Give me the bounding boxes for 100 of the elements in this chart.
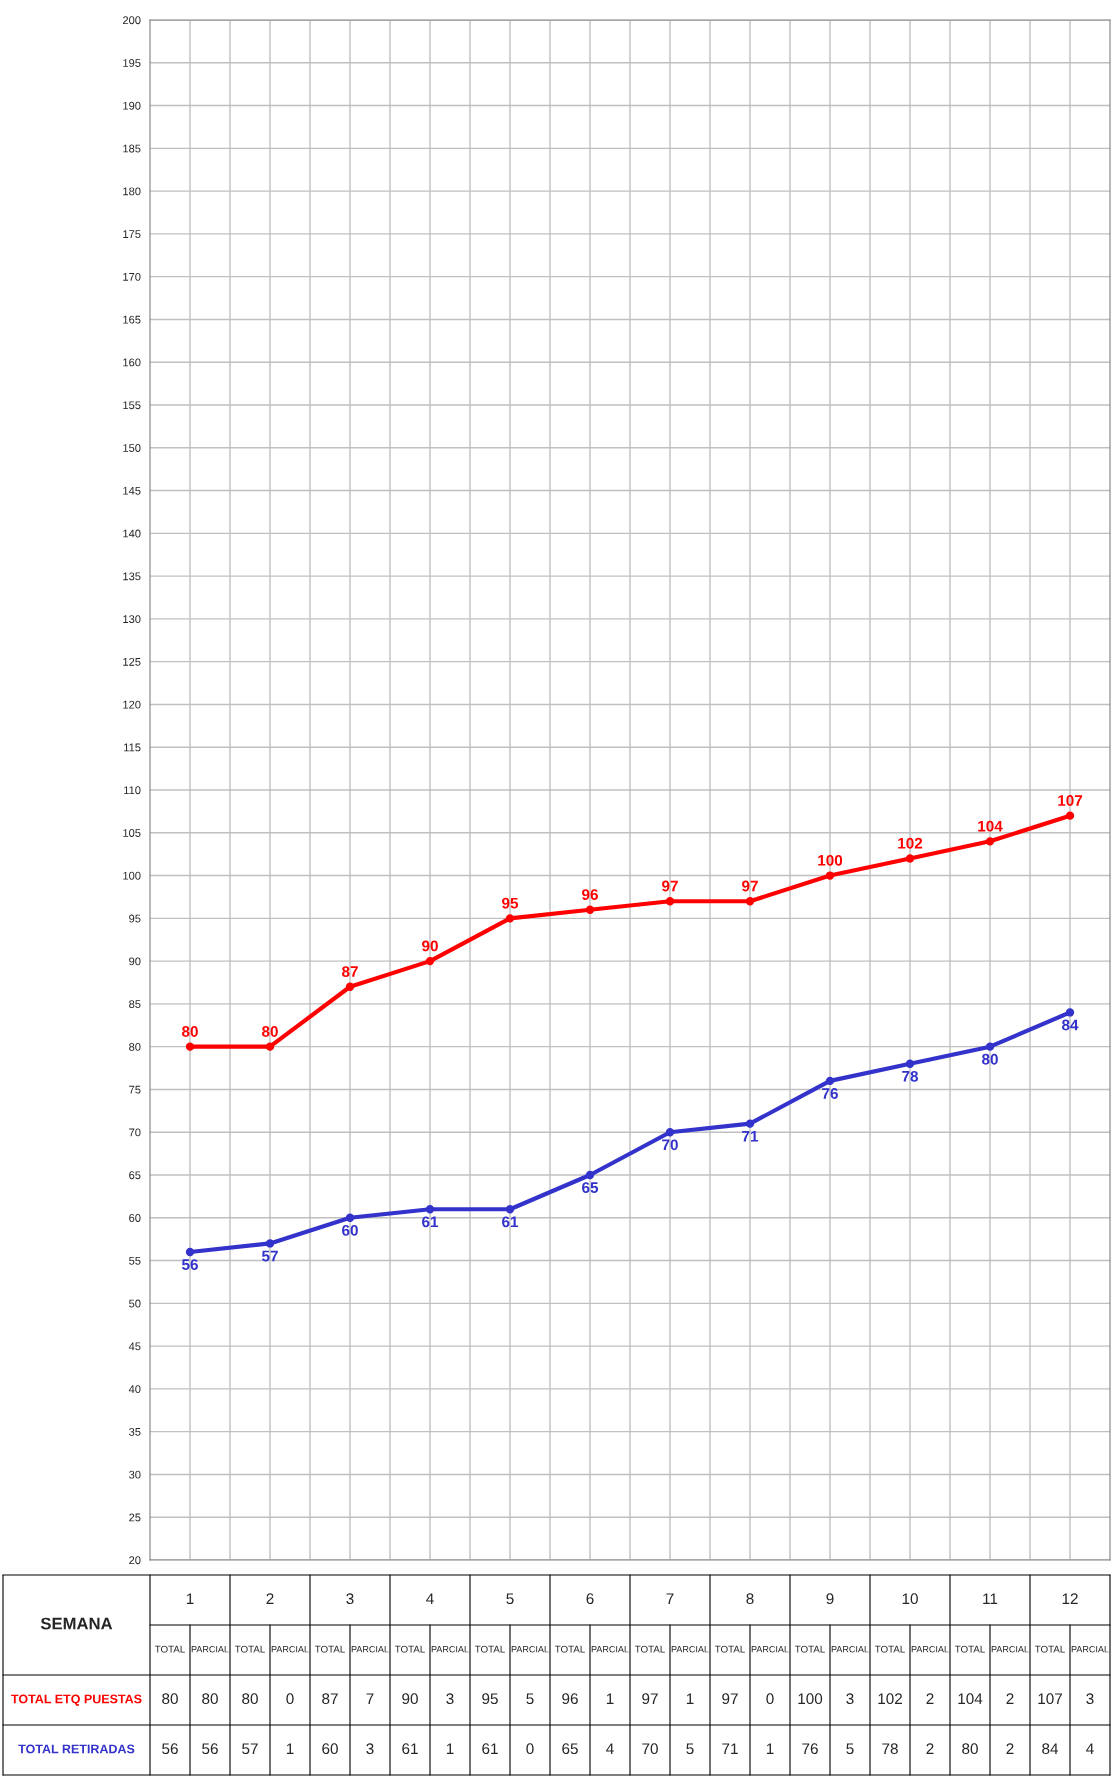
text: 2: [926, 1693, 934, 1704]
point: [905, 1059, 915, 1068]
x-tick-label: 9: [826, 1593, 834, 1605]
x-tick-label: 2: [266, 1593, 274, 1604]
text: TOTAL: [155, 1645, 185, 1653]
text: 2: [1006, 1743, 1014, 1754]
y-tick-label: 155: [123, 401, 141, 410]
data-label: 97: [642, 1693, 658, 1705]
text: TOTAL: [315, 1645, 345, 1653]
text: TOTAL ETQ PUESTAS: [11, 1694, 142, 1706]
text: PARCIAL: [591, 1646, 629, 1653]
annotation: 84: [1061, 1019, 1079, 1031]
point: [825, 871, 835, 880]
y-tick-label: 125: [123, 657, 141, 666]
annotation: 102: [898, 837, 923, 849]
data-label: 96: [562, 1693, 578, 1705]
text: PARCIAL: [351, 1646, 389, 1653]
text: PARCIAL: [671, 1646, 709, 1653]
text: TOTAL: [715, 1645, 745, 1653]
point: [425, 1205, 435, 1214]
text: 56: [202, 1743, 218, 1755]
y-tick-label: 180: [123, 187, 141, 196]
point: [745, 897, 755, 906]
text: TOTAL: [1035, 1645, 1065, 1653]
data-label: 80: [242, 1693, 258, 1705]
text: 3: [846, 1693, 854, 1705]
data-label: 80: [162, 1693, 178, 1705]
y-tick-label: 190: [123, 101, 141, 110]
annotation: 76: [822, 1088, 838, 1099]
y-tick-label: 25: [129, 1513, 141, 1522]
text: 0: [526, 1743, 534, 1755]
text: 3: [1086, 1693, 1094, 1705]
data-label: 84: [1042, 1743, 1059, 1755]
point: [185, 1042, 195, 1051]
y-tick-label: 40: [128, 1385, 141, 1394]
y-tick-label: 65: [129, 1171, 141, 1180]
y-tick-label: 100: [123, 871, 141, 880]
y-tick-label: 200: [122, 16, 141, 25]
y-tick-label: 185: [123, 144, 141, 153]
y-tick-label: 50: [129, 1299, 141, 1308]
y-tick-label: 175: [123, 230, 141, 239]
text: 1: [686, 1693, 694, 1704]
point: [345, 1213, 355, 1222]
y-tick-label: 60: [129, 1214, 141, 1222]
y-tick-label: 90: [129, 957, 141, 966]
point: [265, 1042, 275, 1051]
text: 80: [202, 1693, 218, 1705]
annotation: 80: [181, 1026, 198, 1037]
point: [425, 956, 435, 966]
point: [665, 897, 675, 906]
data-label: 56: [162, 1743, 178, 1755]
text: TOTAL: [795, 1645, 825, 1653]
x-tick-label: 3: [346, 1593, 354, 1605]
point: [345, 982, 355, 991]
data-label: 76: [802, 1743, 818, 1755]
y-tick-label: 195: [123, 59, 141, 67]
point: [1065, 811, 1075, 820]
point: [505, 1205, 515, 1214]
x-tick-label: 8: [746, 1593, 754, 1605]
y-tick-label: 165: [123, 315, 141, 324]
point: [185, 1247, 195, 1257]
text: 2: [1006, 1693, 1014, 1704]
text: 2: [926, 1743, 934, 1754]
text: 1: [606, 1693, 614, 1704]
x-tick-label: 4: [426, 1593, 434, 1604]
y-tick-label: 135: [123, 572, 141, 581]
text: 1: [446, 1743, 454, 1754]
data-label: 80: [962, 1743, 978, 1755]
point: [985, 1042, 995, 1051]
annotation: 57: [261, 1250, 278, 1262]
data-label: 100: [798, 1693, 823, 1705]
y-tick-label: 45: [128, 1342, 141, 1351]
text: TOTAL: [875, 1645, 905, 1653]
text: PARCIAL: [1071, 1646, 1109, 1653]
x-tick-label: 7: [666, 1593, 674, 1604]
annotation: 60: [342, 1224, 358, 1236]
text: TOTAL: [395, 1645, 425, 1653]
text: PARCIAL: [911, 1646, 949, 1653]
annotation: 97: [742, 880, 758, 892]
annotation: 107: [1058, 795, 1083, 806]
y-tick-label: 130: [123, 615, 141, 624]
y-tick-label: 105: [123, 829, 141, 837]
y-tick-label: 115: [124, 743, 141, 752]
point: [505, 914, 515, 923]
text: PARCIAL: [511, 1646, 549, 1653]
y-tick-label: 80: [129, 1042, 141, 1051]
data-label: 60: [322, 1743, 338, 1755]
text: PARCIAL: [751, 1646, 789, 1653]
annotation: 61: [422, 1216, 439, 1228]
text: PARCIAL: [991, 1646, 1029, 1653]
data-label: 61: [482, 1743, 498, 1755]
y-tick-label: 95: [129, 914, 141, 923]
text: 3: [366, 1743, 374, 1755]
annotation: 96: [582, 889, 598, 900]
annotation: 97: [662, 880, 678, 892]
text: PARCIAL: [431, 1646, 469, 1653]
x-tick-label: 6: [586, 1593, 594, 1605]
point: [905, 854, 915, 863]
annotation: 56: [181, 1259, 198, 1270]
x-tick-label: 5: [506, 1593, 514, 1605]
